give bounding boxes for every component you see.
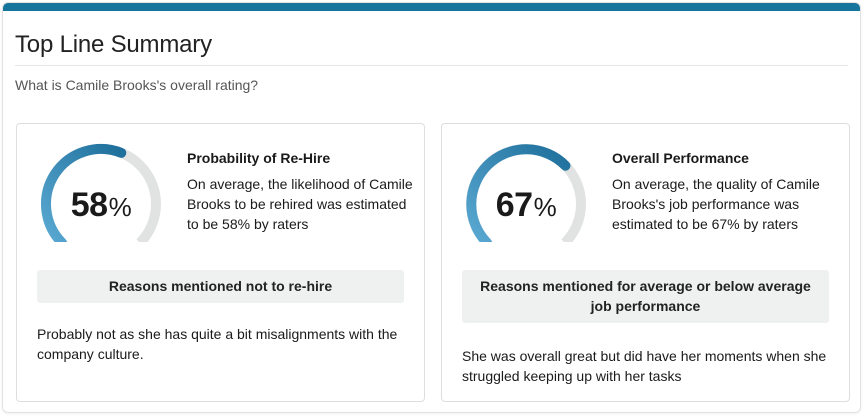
rehire-description: On average, the likelihood of Camile Bro… xyxy=(187,176,413,232)
performance-gauge-value: 67% xyxy=(464,186,588,225)
rehire-gauge-arc xyxy=(41,144,161,242)
performance-card: 67% Overall Performance On average, the … xyxy=(441,123,850,402)
performance-comment: She was overall great but did have her m… xyxy=(462,348,827,384)
performance-gauge-arc xyxy=(466,144,586,242)
performance-gauge: 67% xyxy=(464,142,588,242)
performance-reasons-header: Reasons mentioned for average or below a… xyxy=(462,270,829,323)
rehire-card: 58% Probability of Re-Hire On average, t… xyxy=(16,123,425,402)
panel-title: Top Line Summary xyxy=(15,31,212,58)
accent-bar xyxy=(3,3,860,11)
question-text: What is Camile Brooks's overall rating? xyxy=(15,77,259,93)
performance-title: Overall Performance xyxy=(612,150,749,166)
rehire-comment: Probably not as she has quite a bit misa… xyxy=(37,326,398,362)
rehire-gauge-number: 58 xyxy=(70,186,108,224)
performance-gauge-unit: % xyxy=(533,192,557,222)
top-line-summary-panel: Top Line Summary What is Camile Brooks's… xyxy=(2,2,861,413)
rehire-gauge-value: 58% xyxy=(39,186,163,225)
performance-gauge-number: 67 xyxy=(495,186,533,224)
rehire-reasons-header: Reasons mentioned not to re-hire xyxy=(37,270,404,303)
rehire-info: Probability of Re-Hire On average, the l… xyxy=(187,150,417,234)
rehire-gauge: 58% xyxy=(39,142,163,242)
performance-description: On average, the quality of Camile Brooks… xyxy=(612,176,820,232)
performance-info: Overall Performance On average, the qual… xyxy=(612,150,842,234)
title-divider xyxy=(15,65,848,66)
rehire-gauge-unit: % xyxy=(108,192,132,222)
rehire-title: Probability of Re-Hire xyxy=(187,150,331,166)
